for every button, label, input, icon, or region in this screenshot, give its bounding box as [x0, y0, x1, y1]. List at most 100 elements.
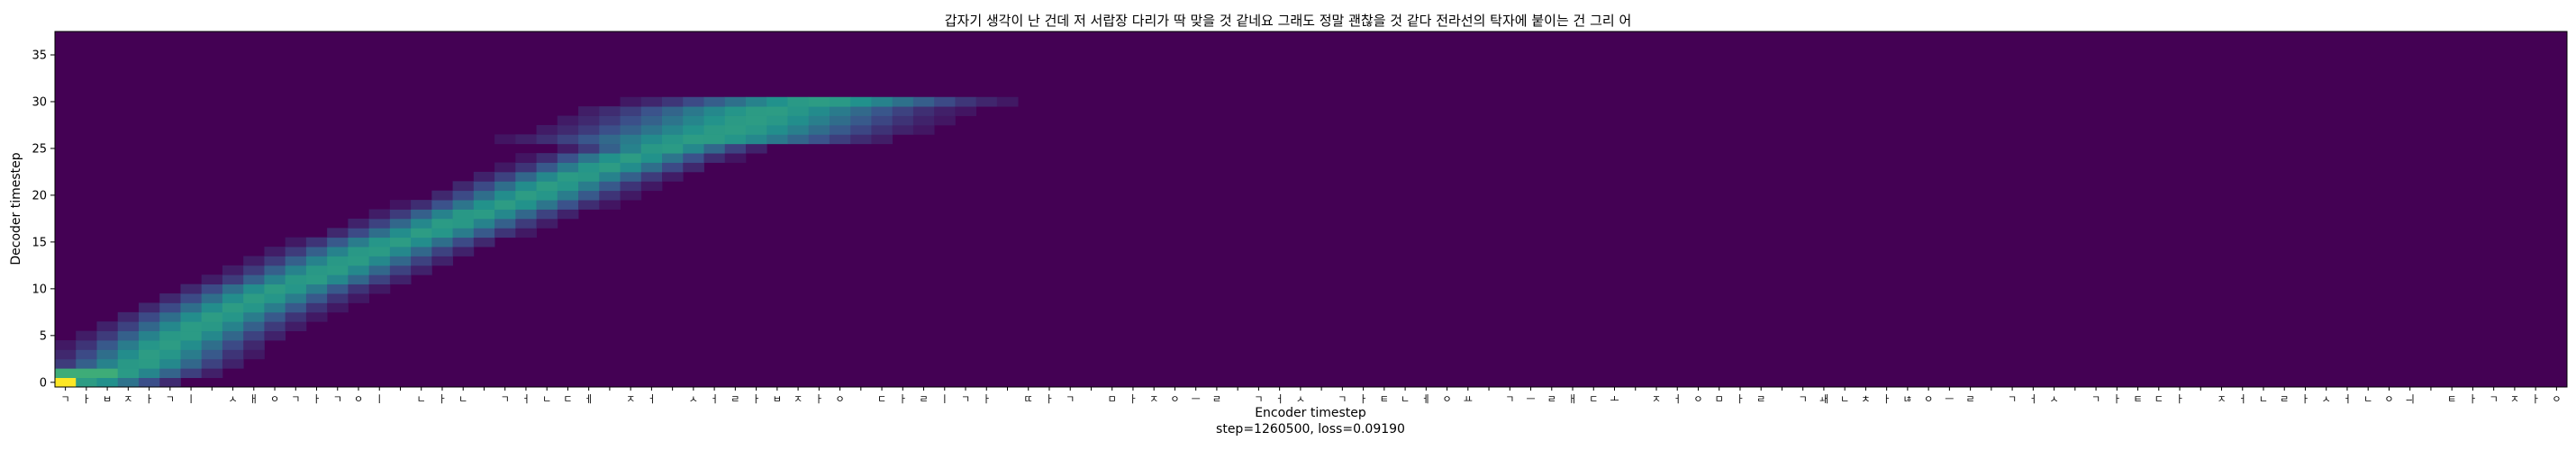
heatmap-cells — [55, 32, 2567, 388]
x-axis: ㄱㅏㅂㅈㅏㄱㅣㅅㅐㅇㄱㅏㄱㅇㅣㄴㅏㄴㄱㅓㄴㄷㅔㅈㅓㅅㅓㄹㅏㅂㅈㅏㅇㄷㅏㄹㅣㄱㅏㄸ… — [61, 387, 2561, 405]
x-tick-label: ㄴ — [1840, 393, 1849, 405]
x-tick-label: ㅔ — [585, 393, 594, 405]
x-tick-label: ㅏ — [2175, 393, 2184, 405]
heatmap-cell — [264, 256, 286, 266]
x-tick-label: ㄹ — [2280, 393, 2289, 405]
heatmap-cell — [180, 293, 203, 303]
x-tick-label: ㅈ — [2217, 393, 2226, 405]
heatmap-cell — [620, 115, 642, 126]
heatmap-cell — [745, 124, 767, 135]
heatmap-cell — [557, 134, 579, 145]
heatmap-cell — [703, 124, 726, 135]
heatmap-cell — [850, 124, 872, 135]
x-tick-label: ㄹ — [1547, 393, 1556, 405]
heatmap-cell — [473, 228, 495, 238]
heatmap-cell — [996, 96, 1019, 107]
heatmap-cell — [599, 106, 621, 116]
heatmap-cell — [76, 368, 97, 378]
heatmap-cell — [494, 162, 516, 173]
heatmap-cell — [724, 143, 747, 154]
heatmap-cell — [452, 190, 475, 201]
heatmap-cell — [55, 349, 77, 360]
heatmap-cell — [683, 96, 704, 107]
heatmap-cell — [368, 228, 391, 238]
heatmap-cell — [578, 181, 600, 192]
heatmap-cell — [829, 106, 851, 116]
heatmap-cell — [662, 143, 684, 154]
heatmap-cell — [243, 311, 265, 322]
heatmap-cell — [557, 171, 579, 182]
heatmap-cell — [724, 124, 747, 135]
heatmap-cell — [452, 200, 475, 210]
heatmap-cell — [285, 321, 307, 332]
heatmap-cell — [180, 302, 203, 313]
heatmap-cell — [348, 247, 370, 256]
x-tick-label: ㄱ — [1505, 393, 1514, 405]
heatmap-cell — [871, 124, 893, 135]
heatmap-cell — [431, 247, 453, 256]
heatmap-cell — [912, 96, 935, 107]
y-tick-label: 10 — [32, 283, 47, 296]
heatmap-cell — [159, 330, 181, 341]
heatmap-cell — [96, 368, 119, 378]
heatmap-cell — [55, 368, 77, 378]
heatmap-cell — [389, 228, 412, 238]
heatmap-cell — [640, 106, 663, 116]
heatmap-cell — [620, 171, 642, 182]
heatmap-cell — [264, 284, 286, 294]
heatmap-cell — [662, 134, 684, 145]
heatmap-cell — [96, 330, 119, 341]
heatmap-cell — [180, 368, 203, 378]
heatmap-cell — [494, 228, 516, 238]
heatmap-cell — [703, 115, 726, 126]
heatmap-cell — [620, 106, 642, 116]
heatmap-cell — [473, 209, 495, 220]
heatmap-cell — [578, 153, 600, 163]
x-tick-label: ㄹ — [919, 393, 928, 405]
heatmap-cell — [536, 162, 558, 173]
heatmap-cell — [912, 124, 935, 135]
heatmap-cell — [96, 349, 119, 360]
heatmap-cell — [201, 302, 223, 313]
heatmap-cell — [557, 153, 579, 163]
heatmap-cell — [264, 311, 286, 322]
heatmap-cell — [368, 284, 391, 294]
x-tick-label: ㅁ — [1715, 393, 1724, 405]
heatmap-cell — [327, 228, 349, 238]
x-tick-label: ㅡ — [1192, 393, 1201, 405]
heatmap-cell — [662, 171, 684, 182]
heatmap-cell — [473, 200, 495, 210]
x-tick-label: ㅂ — [103, 393, 112, 405]
heatmap-cell — [305, 293, 328, 303]
heatmap-cell — [850, 106, 872, 116]
x-tick-label: ㅏ — [2112, 393, 2121, 405]
x-tick-label: ㅓ — [2238, 393, 2247, 405]
x-tick-label: ㄴ — [458, 393, 467, 405]
x-tick-label: ㅏ — [2531, 393, 2540, 405]
heatmap-cell — [159, 293, 181, 303]
heatmap-cell — [766, 106, 788, 116]
heatmap-cell — [431, 190, 453, 201]
x-tick-label: ㄹ — [730, 393, 739, 405]
heatmap-cell — [327, 284, 349, 294]
heatmap-cell — [871, 106, 893, 116]
heatmap-cell — [683, 115, 704, 126]
heatmap-cell — [557, 143, 579, 154]
x-tick-label: ㅏ — [2468, 393, 2477, 405]
heatmap-cell — [138, 311, 160, 322]
heatmap-cell — [431, 228, 453, 238]
heatmap-cell — [599, 153, 621, 163]
heatmap-cell — [117, 311, 140, 322]
heatmap-cell — [662, 106, 684, 116]
heatmap-cell — [683, 106, 704, 116]
heatmap-cell — [264, 293, 286, 303]
x-tick-label: ㅛ — [1464, 393, 1473, 405]
x-tick-label: ㅏ — [982, 393, 991, 405]
heatmap-cell — [76, 330, 97, 341]
x-tick-label: ㅌ — [2447, 393, 2456, 405]
heatmap-cell — [180, 349, 203, 360]
heatmap-cell — [264, 265, 286, 275]
heatmap-cell — [389, 237, 412, 248]
heatmap-cell — [515, 181, 537, 192]
heatmap-cell — [368, 274, 391, 285]
